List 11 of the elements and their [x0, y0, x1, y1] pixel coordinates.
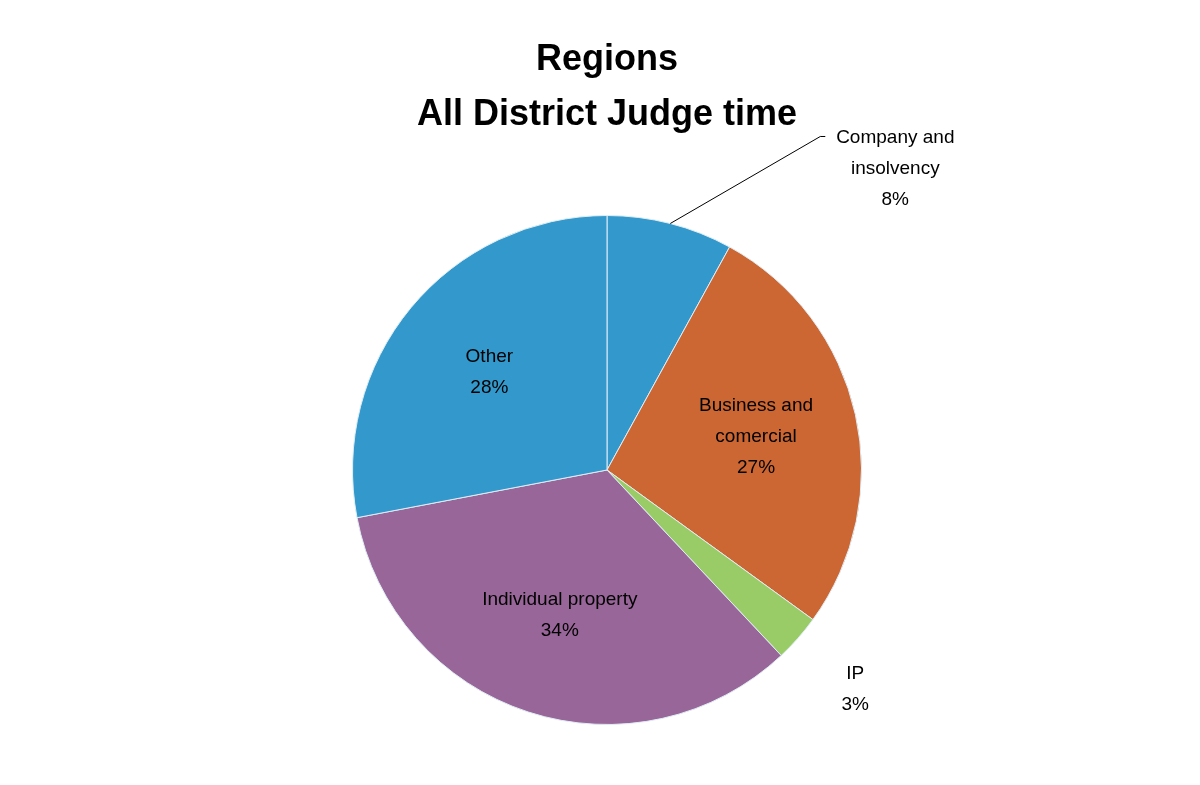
data-label: 27% — [737, 455, 776, 477]
data-label: 34% — [540, 618, 579, 640]
slice-label: Individual property — [482, 587, 638, 609]
slice-label: Business and comercial — [698, 393, 814, 446]
data-label: 28% — [470, 376, 509, 398]
slice-label: Other — [465, 345, 514, 367]
slice-label: Company and insolvency — [836, 125, 955, 178]
data-label: 3% — [841, 692, 870, 714]
slice-label: IP — [846, 661, 865, 683]
data-label: 8% — [881, 187, 910, 209]
chart-title: Regions All District Judge time — [416, 36, 798, 133]
